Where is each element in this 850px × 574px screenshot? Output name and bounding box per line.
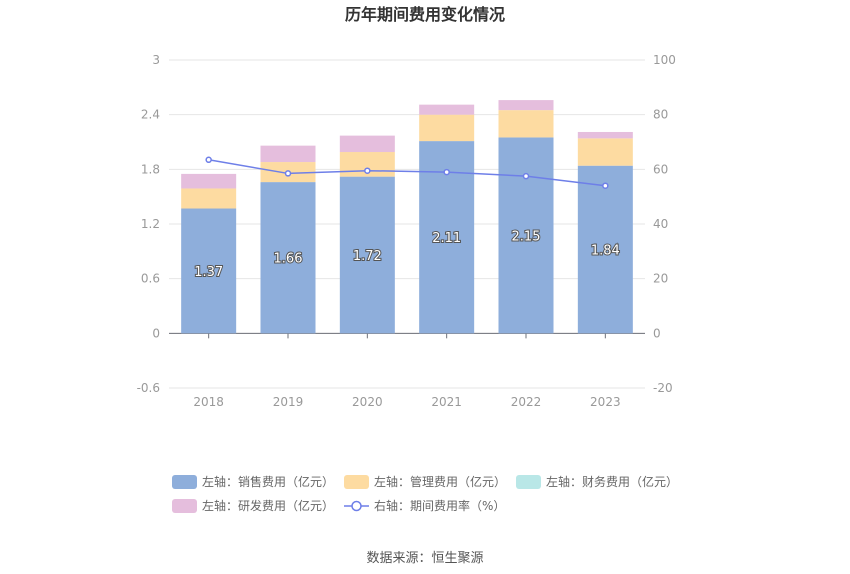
legend-item[interactable]: 右轴：期间费用率（%） [344,498,505,513]
bar-segment-1 [419,114,475,142]
bar-value-label: 2.15 [512,229,541,244]
line-point [364,167,371,174]
line-point [443,168,450,176]
legend-swatch [172,475,197,489]
bar-segment-3 [260,145,316,163]
legend: 左轴：销售费用（亿元） 左轴：管理费用（亿元） 左轴：财务费用（亿元） 左轴：研发费用… [172,474,678,513]
line-point [602,182,609,189]
bar-segment-3 [419,104,475,115]
legend-swatch [344,475,369,489]
x-tick-label: 2021 [431,395,462,409]
legend-item[interactable]: 左轴：研发费用（亿元） [172,498,334,513]
bar-value-label: 1.84 [591,244,620,259]
left-axis: 3 2.4 1.8 1.2 0.6 0 -0.6 [137,53,160,395]
x-tick-label: 2020 [352,395,383,409]
legend-label: 右轴：期间费用率（%） [374,498,505,513]
expense-ratio-line [205,156,609,189]
right-tick-label: -20 [653,381,673,395]
bar-segment-0 [339,176,395,334]
legend-item[interactable]: 左轴：销售费用（亿元） [172,474,334,489]
left-tick-label: 1.2 [141,217,160,231]
bar-segment-0 [181,208,237,334]
bar-segment-1 [577,138,633,166]
x-axis: 2018 2019 2020 2021 2022 2023 [169,332,645,409]
right-tick-label: 60 [653,162,668,176]
grid-lines [169,59,645,389]
legend-label: 左轴：财务费用（亿元） [546,474,678,489]
line-point [205,156,212,164]
bar-segment-3 [577,131,633,139]
left-tick-label: 1.8 [141,162,160,176]
bar-segment-0 [498,137,554,334]
chart-title: 历年期间费用变化情况 [345,5,505,24]
bar-value-label: 1.66 [274,252,303,267]
line-point [284,170,292,177]
right-tick-label: 100 [653,53,676,67]
bar-segment-3 [498,100,554,111]
left-tick-label: 0.6 [141,272,160,286]
legend-swatch [172,499,197,513]
bar-segment-3 [181,173,237,189]
x-tick-label: 2018 [193,395,224,409]
legend-swatch [516,475,541,489]
x-tick-label: 2023 [590,395,621,409]
legend-item[interactable]: 左轴：管理费用（亿元） [344,474,506,489]
left-tick-label: 2.4 [141,108,160,122]
bar-segment-3 [339,135,395,153]
right-tick-label: 20 [653,272,668,286]
bar-segment-0 [577,165,633,334]
bar-value-label: 1.72 [353,249,382,264]
bar-segment-0 [260,182,316,334]
x-tick-label: 2022 [511,395,542,409]
legend-label: 左轴：管理费用（亿元） [374,474,506,489]
x-tick-label: 2019 [273,395,304,409]
line-path [208,159,606,187]
legend-label: 左轴：研发费用（亿元） [202,498,334,513]
legend-marker [351,500,362,512]
bar-value-label: 2.11 [432,231,461,246]
left-tick-label: 0 [152,326,160,340]
left-tick-label: -0.6 [137,381,160,395]
bar-labels: 1.37 1.66 1.72 2.11 2.15 1.84 [193,228,621,281]
right-tick-label: 80 [653,108,668,122]
source-note: 数据来源：恒生聚源 [366,551,483,566]
legend-label: 左轴：销售费用（亿元） [202,474,334,489]
right-axis: 100 80 60 40 20 0 -20 [653,53,676,395]
bar-value-label: 1.37 [194,265,223,280]
bar-segment-1 [181,188,237,209]
right-tick-label: 40 [653,217,668,231]
legend-item[interactable]: 左轴：财务费用（亿元） [516,474,678,489]
bars [181,100,633,334]
line-point [522,172,530,180]
right-tick-label: 0 [653,326,661,340]
left-tick-label: 3 [152,53,160,67]
bar-segment-1 [498,110,554,138]
